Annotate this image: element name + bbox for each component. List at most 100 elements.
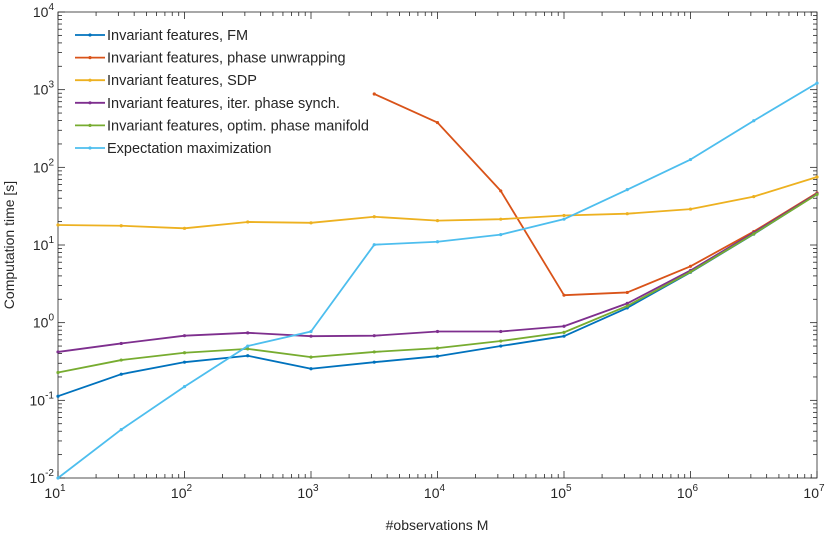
legend-marker [88,123,92,127]
legend-label: Expectation maximization [107,141,271,157]
data-point [625,188,629,192]
data-point [562,334,566,338]
data-point [435,219,440,223]
y-tick-label: 10-1 [30,390,55,408]
data-point [499,339,503,343]
data-point [56,394,60,398]
data-point [119,372,123,376]
legend-marker [88,33,92,37]
data-point [309,355,313,359]
legend-label: Invariant features, optim. phase manifol… [107,118,369,134]
data-point [688,270,693,274]
legend-label: Invariant features, FM [107,28,248,44]
data-point [56,223,60,227]
x-tick-label: 103 [297,483,319,501]
data-point [372,360,376,364]
data-point [499,344,503,348]
data-point [499,233,503,237]
legend-entry: Invariant features, SDP [75,73,257,89]
legend-marker [88,78,92,82]
axes: 101 102 103 104 105 106 107 10-2 10-1 100 101 102 10… [30,2,825,501]
data-point [752,119,756,123]
data-point [435,329,440,334]
data-point [688,157,693,162]
data-point [246,347,250,351]
data-point [435,120,440,125]
data-point [499,217,503,221]
data-point [372,243,376,247]
data-point [372,92,376,96]
data-point [562,217,566,221]
data-point [625,290,629,295]
series-2 [372,92,819,297]
data-point [119,427,123,432]
data-point [246,220,250,224]
data-point [752,194,756,199]
data-point [435,346,440,350]
series-6 [56,81,819,480]
legend-entry: Invariant features, FM [75,28,248,44]
data-point [625,301,629,306]
series-group [56,81,819,480]
data-point [246,354,250,358]
x-tick-label: 101 [44,483,66,501]
data-point [182,385,187,389]
series-line [57,192,818,353]
data-point [625,304,629,308]
data-point [119,341,123,346]
data-point [562,293,566,297]
series-3 [56,175,819,230]
legend-label: Invariant features, phase unwrapping [107,51,346,67]
legend-entry: Invariant features, phase unwrapping [75,51,346,67]
data-point [372,334,376,338]
data-point [309,334,313,338]
legend-entry: Expectation maximization [75,141,271,157]
data-point [562,213,566,218]
data-point [119,224,123,228]
y-axis-label: Computation time [s] [1,181,17,309]
series-4 [56,192,819,354]
data-point [435,240,440,244]
series-line [373,93,818,297]
x-tick-label: 107 [803,483,825,501]
data-point [246,344,250,348]
legend-entry: Invariant features, optim. phase manifol… [75,118,369,134]
legend-marker [88,146,92,150]
data-point [815,81,819,85]
data-point [625,212,629,216]
legend-marker [88,56,92,60]
data-point [182,334,187,338]
data-point [499,329,503,334]
x-axis-label: #observations M [386,517,489,533]
data-point [688,207,693,211]
y-tick-label: 100 [33,313,55,331]
data-point [119,358,123,362]
x-tick-label: 106 [677,483,699,501]
data-point [246,331,250,335]
legend-label: Invariant features, iter. phase synch. [107,96,340,112]
y-tick-label: 10-2 [30,468,55,486]
data-point [56,370,60,375]
data-point [815,175,819,179]
data-point [688,264,693,268]
legend-label: Invariant features, SDP [107,73,257,89]
data-point [309,367,313,371]
data-point [372,215,376,219]
legend: Invariant features, FM Invariant features… [75,28,369,157]
data-point [182,360,187,364]
data-point [182,226,187,230]
data-point [309,221,313,225]
x-tick-label: 102 [171,483,193,501]
data-point [372,350,376,354]
y-tick-label: 102 [33,157,55,175]
data-point [562,324,566,328]
x-tick-label: 104 [424,483,446,501]
x-tick-label: 105 [550,483,572,501]
data-point [435,354,440,358]
series-5 [56,192,819,375]
data-point [56,350,60,354]
y-tick-label: 104 [33,2,55,20]
series-1 [56,192,819,398]
data-point [56,476,60,480]
